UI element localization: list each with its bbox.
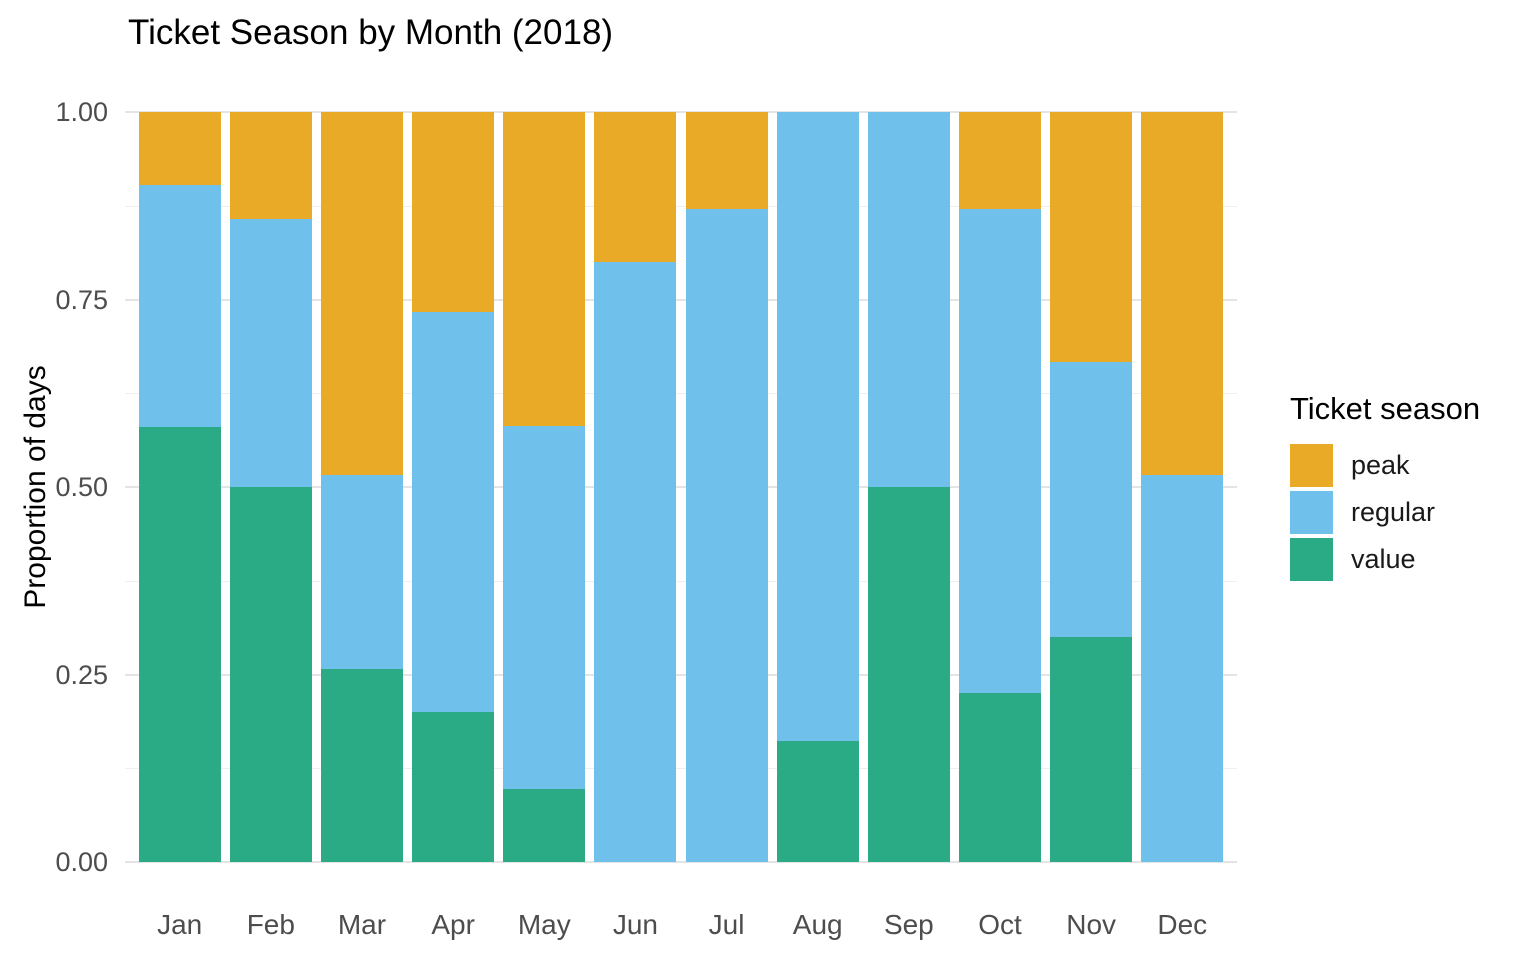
bar-segment-value-aug bbox=[776, 741, 859, 862]
gridline-major bbox=[125, 298, 1237, 301]
gridline-minor bbox=[125, 768, 1237, 770]
bar-column-mar bbox=[320, 112, 403, 862]
x-tick-label-may: May bbox=[517, 909, 571, 940]
x-tick-label-jan: Jan bbox=[157, 909, 203, 940]
bar-column-apr bbox=[412, 112, 495, 862]
plot-area bbox=[125, 111, 1237, 863]
bar-segment-regular-dec bbox=[1141, 475, 1224, 862]
gridline-minor bbox=[125, 205, 1237, 207]
y-tick-label-0.25: 0.25 bbox=[55, 659, 108, 690]
bar-segment-regular-aug bbox=[776, 112, 859, 742]
gridline-major bbox=[125, 486, 1237, 488]
bar-column-feb bbox=[229, 112, 312, 862]
bar-column-nov bbox=[1050, 112, 1133, 862]
gridline-major bbox=[125, 111, 1237, 113]
gridline-minor bbox=[125, 393, 1237, 395]
bar-segment-peak-mar bbox=[320, 112, 403, 475]
bar-segment-peak-dec bbox=[1141, 112, 1224, 475]
bar-column-aug bbox=[776, 112, 859, 862]
x-tick-label-oct: Oct bbox=[978, 909, 1022, 940]
bar-column-sep bbox=[867, 112, 950, 862]
bar-column-jan bbox=[138, 112, 221, 862]
bar-column-jul bbox=[685, 112, 768, 862]
bar-segment-value-sep bbox=[867, 487, 950, 862]
bar-segment-regular-sep bbox=[867, 112, 950, 487]
legend-item-value: value bbox=[1290, 538, 1520, 581]
legend-item-regular: regular bbox=[1290, 491, 1520, 534]
x-tick-label-aug: Aug bbox=[792, 909, 843, 940]
x-tick-label-sep: Sep bbox=[883, 909, 934, 940]
bar-segment-peak-jul bbox=[685, 112, 768, 209]
legend-label-regular: regular bbox=[1351, 497, 1436, 527]
bar-segment-value-mar bbox=[320, 668, 403, 862]
bar-segment-regular-jul bbox=[685, 208, 768, 862]
bar-column-jun bbox=[594, 112, 677, 862]
bar-segment-value-jan bbox=[138, 426, 221, 862]
bar-segment-peak-jan bbox=[138, 112, 221, 185]
bar-segment-regular-mar bbox=[320, 475, 403, 669]
bar-segment-peak-nov bbox=[1050, 112, 1133, 362]
y-tick-label-0.50: 0.50 bbox=[55, 472, 108, 502]
bar-segment-value-apr bbox=[412, 712, 495, 862]
x-tick-label-jul: Jul bbox=[708, 909, 745, 940]
bar-segment-peak-feb bbox=[229, 112, 312, 220]
bar-segment-peak-apr bbox=[412, 112, 495, 313]
gridline-major bbox=[125, 673, 1237, 676]
legend-items: peak regular value bbox=[1290, 444, 1520, 581]
x-tick-label-mar: Mar bbox=[337, 909, 387, 940]
bar-segment-regular-may bbox=[503, 426, 586, 790]
legend-swatch-regular bbox=[1290, 491, 1333, 534]
bar-segment-regular-oct bbox=[959, 208, 1042, 693]
bar-column-may bbox=[503, 112, 586, 862]
bar-segment-peak-jun bbox=[594, 112, 677, 262]
bar-segment-regular-jun bbox=[594, 262, 677, 862]
bar-column-oct bbox=[959, 112, 1042, 862]
bar-segment-peak-oct bbox=[959, 112, 1042, 209]
bar-segment-regular-jan bbox=[138, 184, 221, 427]
legend-label-value: value bbox=[1351, 544, 1416, 574]
x-tick-label-feb: Feb bbox=[246, 909, 295, 940]
bar-segment-value-oct bbox=[959, 692, 1042, 862]
x-tick-label-nov: Nov bbox=[1066, 909, 1117, 940]
x-tick-label-dec: Dec bbox=[1157, 909, 1208, 940]
bar-segment-regular-feb bbox=[229, 219, 312, 487]
bar-segment-peak-may bbox=[503, 112, 586, 427]
x-tick-label-jun: Jun bbox=[612, 909, 658, 940]
chart-title: Ticket Season by Month (2018) bbox=[128, 13, 614, 52]
bar-segment-value-may bbox=[503, 789, 586, 862]
legend-title: Ticket season bbox=[1290, 391, 1481, 426]
legend-swatch-peak bbox=[1290, 444, 1333, 487]
x-tick-label-apr: Apr bbox=[431, 909, 475, 940]
bar-column-dec bbox=[1141, 112, 1224, 862]
y-tick-label-1.00: 1.00 bbox=[55, 97, 108, 127]
bar-segment-regular-nov bbox=[1050, 361, 1133, 637]
y-tick-label-0.00: 0.00 bbox=[55, 847, 108, 877]
gridline-major bbox=[125, 861, 1237, 863]
bar-segment-value-nov bbox=[1050, 637, 1133, 862]
legend-label-peak: peak bbox=[1351, 450, 1410, 480]
bar-segment-value-feb bbox=[229, 487, 312, 862]
legend: Ticket season peak regular value bbox=[1290, 390, 1520, 585]
legend-item-peak: peak bbox=[1290, 444, 1520, 487]
legend-swatch-value bbox=[1290, 538, 1333, 581]
gridline-minor bbox=[125, 580, 1237, 582]
bar-segment-regular-apr bbox=[412, 312, 495, 712]
y-tick-label-0.75: 0.75 bbox=[55, 284, 108, 315]
